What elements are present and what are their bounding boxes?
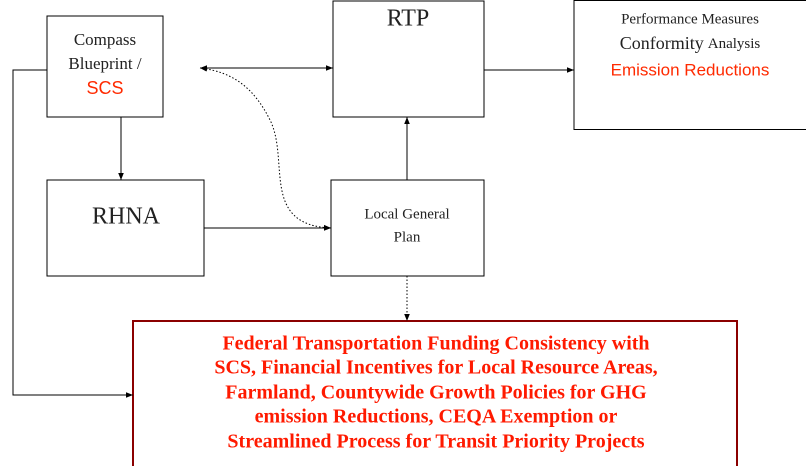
node-text: Blueprint / <box>68 54 141 73</box>
performance-box <box>573 0 806 130</box>
node-text: Conformity Analysis <box>620 33 761 53</box>
local-compass-dotted <box>199 66 332 231</box>
funding-text: Streamlined Process for Transit Priority… <box>227 431 644 453</box>
funding-text: emission Reductions, CEQA Exemption or <box>255 406 618 428</box>
local-plan-box <box>330 179 485 277</box>
funding-text: SCS, Financial Incentives for Local Reso… <box>214 357 657 379</box>
node-text: Local General <box>364 206 449 222</box>
node-text: Compass <box>74 30 136 49</box>
funding-text: Federal Transportation Funding Consisten… <box>222 333 649 355</box>
compass-funding-arrow <box>12 69 133 398</box>
node-text: Analysis <box>708 36 761 52</box>
node-text: SCS <box>86 78 123 98</box>
funding-text: Farmland, Countywide Growth Policies for… <box>225 382 647 404</box>
compass-box <box>46 15 164 118</box>
node-text: RHNA <box>92 204 161 230</box>
funding-box <box>132 320 738 466</box>
rtp-box <box>332 0 485 118</box>
node-text: Plan <box>394 229 421 245</box>
node-text: Performance Measures <box>621 11 759 27</box>
node-text: Conformity <box>620 33 704 53</box>
node-text: Emission Reductions <box>611 60 770 79</box>
rhna-box <box>46 179 205 277</box>
node-text: RTP <box>387 6 430 32</box>
